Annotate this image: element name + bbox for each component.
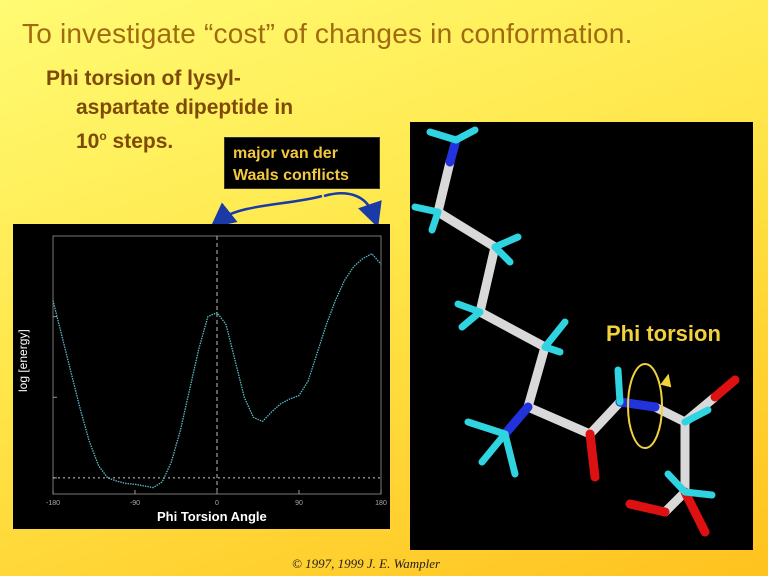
callout-line-1: major van der <box>233 145 338 162</box>
copyright-notice: © 1997, 1999 J. E. Wampler <box>292 556 441 571</box>
x-tick-label: 180 <box>375 500 387 507</box>
left-callout-arrow <box>210 194 323 228</box>
slide-subtitle: Phi torsion of lysyl- aspartate dipeptid… <box>46 64 376 156</box>
dipeptide-molecule-image <box>411 126 740 537</box>
y-tick-group <box>53 316 57 479</box>
x-tick-label: 0 <box>215 500 219 507</box>
x-tick-label: 90 <box>295 500 303 507</box>
slide-title: To investigate “cost” of changes in conf… <box>22 18 633 49</box>
torsion-rotation-arrow <box>627 363 672 449</box>
y-axis-label: log [energy] <box>16 329 30 392</box>
energy-chart: -180 -90 0 90 180 log [energy] Phi Torsion A… <box>16 235 387 524</box>
carbon-backbone <box>433 157 720 517</box>
x-axis-label: Phi Torsion Angle <box>157 509 267 524</box>
subtitle-line-3: 10o steps. <box>46 122 376 156</box>
oxygen-bonds <box>585 375 740 537</box>
x-tick-label: -90 <box>130 500 140 507</box>
energy-curve <box>52 252 382 489</box>
hydrogen-bonds <box>411 126 716 499</box>
subtitle-line-3-suffix: steps. <box>106 130 174 153</box>
x-tick-group: -180 -90 0 90 180 <box>46 490 387 507</box>
right-callout-arrow <box>323 192 382 228</box>
molecule-render-panel <box>410 122 753 550</box>
nitrogen-bonds <box>445 135 660 439</box>
energy-chart-panel: -180 -90 0 90 180 log [energy] Phi Torsion A… <box>13 224 390 529</box>
subtitle-line-3-prefix: 10 <box>76 130 100 153</box>
degree-superscript: o <box>99 129 107 143</box>
x-tick-label: -180 <box>46 500 60 507</box>
vdw-callout: major van der Waals conflicts <box>224 137 380 189</box>
subtitle-line-2: aspartate dipeptide in <box>76 96 294 119</box>
phi-torsion-label: Phi torsion <box>606 321 721 346</box>
callout-line-2: Waals conflicts <box>233 167 349 184</box>
subtitle-line-1: Phi torsion of lysyl- <box>46 67 241 90</box>
